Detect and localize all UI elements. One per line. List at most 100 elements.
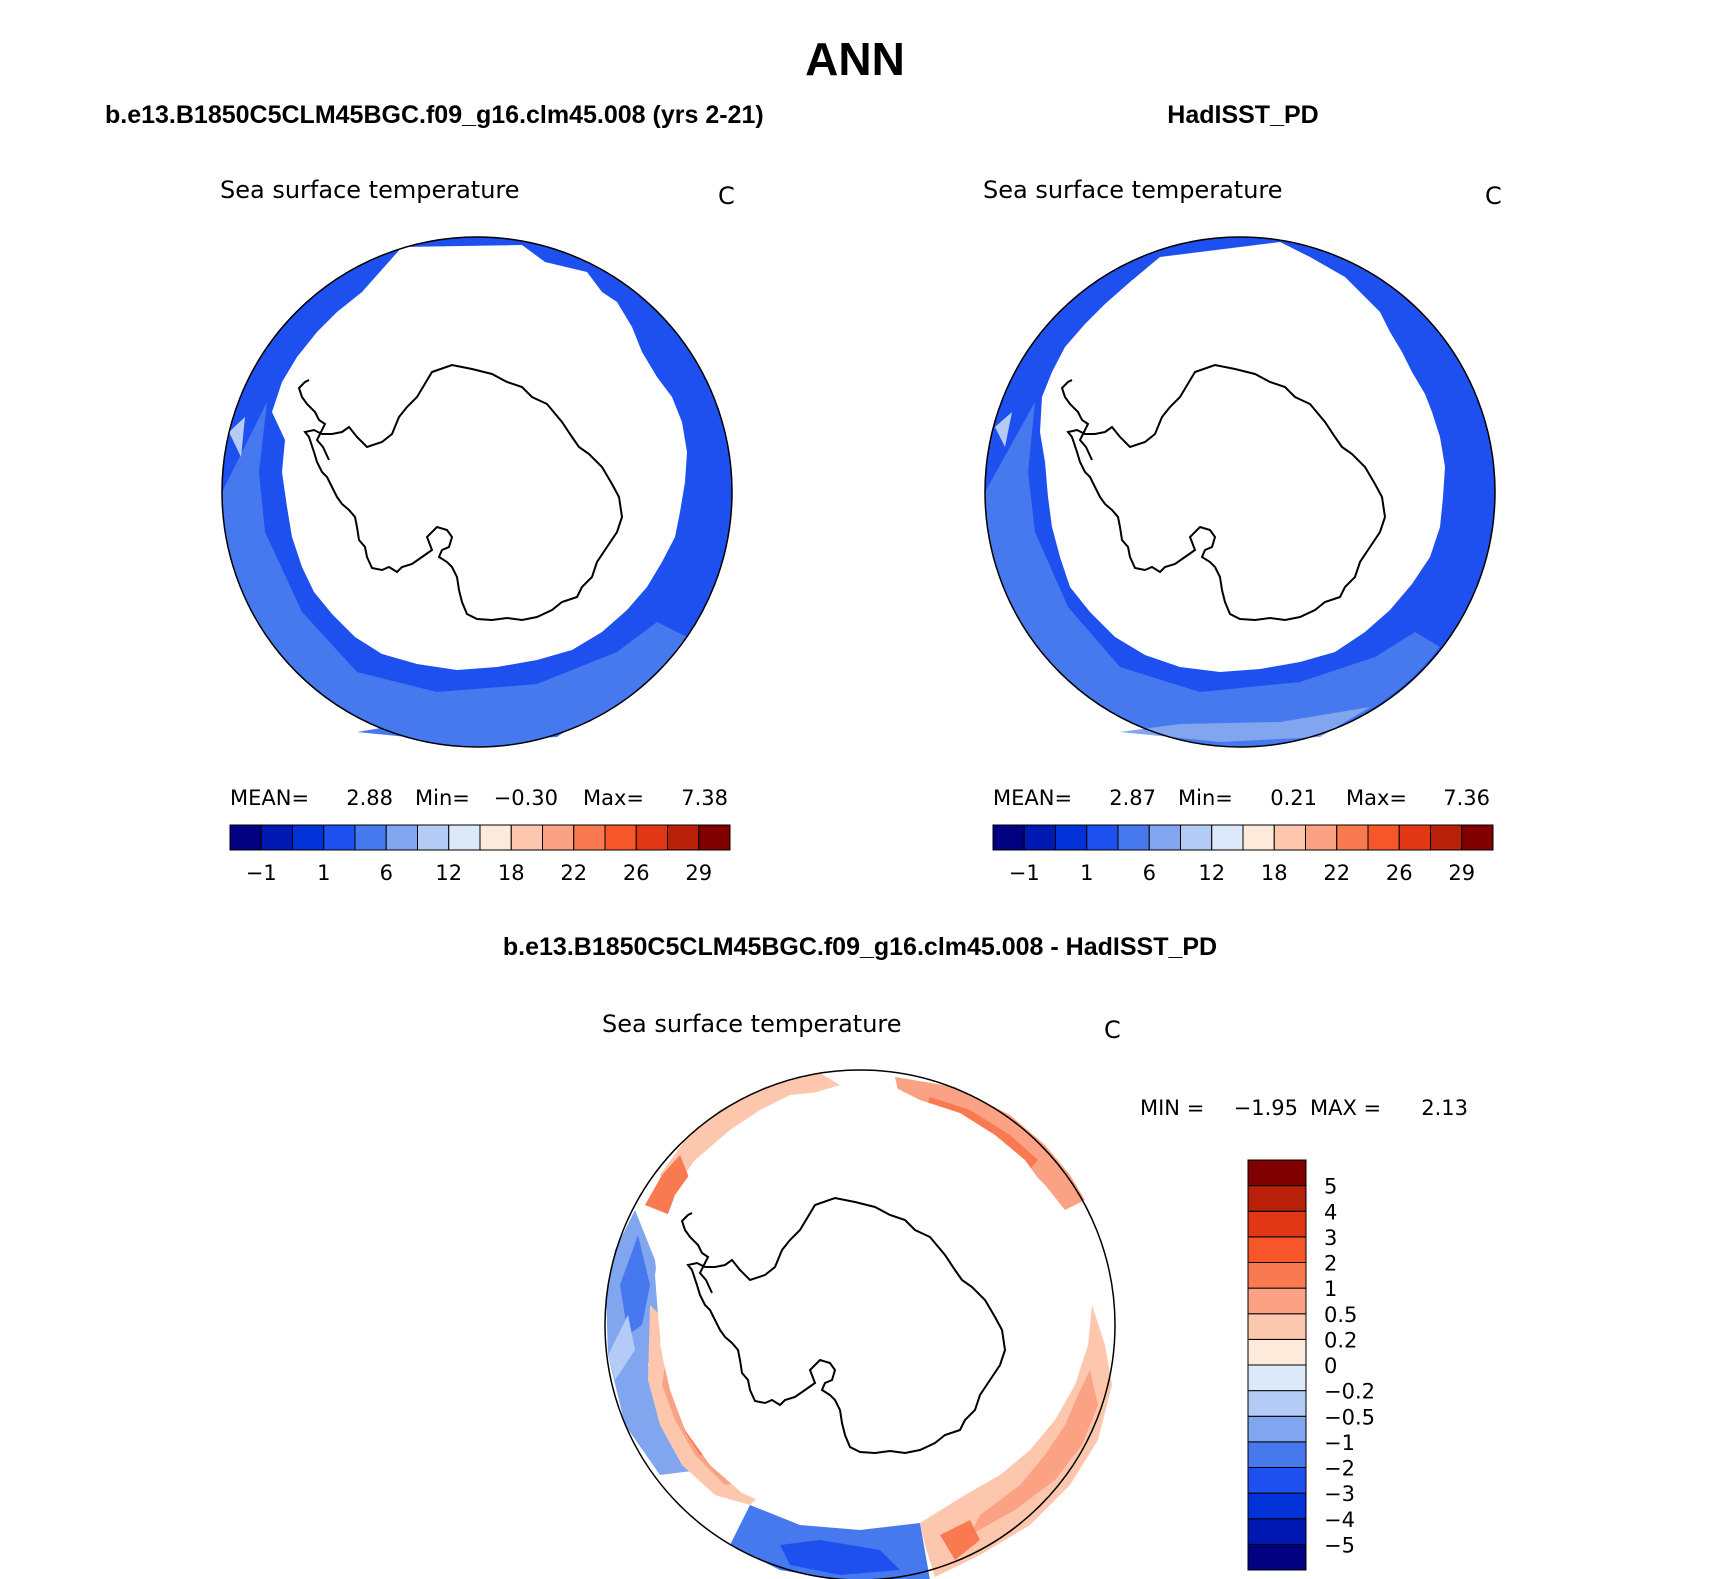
panel-model: b.e13.B1850C5CLM45BGC.f09_g16.clm45.008 … [105,101,764,885]
colorbar-box [542,824,575,851]
panel-obs-units: C [1485,182,1502,210]
svg-text:2.88: 2.88 [346,786,393,810]
panel-model-stats: MEAN= 2.88 Min= −0.30 Max= 7.38 [230,786,728,810]
colorbar-box [260,824,293,851]
colorbar-box [385,824,418,851]
colorbar-box [1247,1415,1307,1443]
colorbar-box [635,824,668,851]
colorbar-tick-label: −1 [1009,861,1040,885]
colorbar-tick-label: 29 [685,861,712,885]
svg-text:Min=: Min= [415,786,470,810]
colorbar-box [448,824,481,851]
panel-diff-map [604,1069,1116,1579]
svg-text:Max=: Max= [1346,786,1407,810]
svg-text:2.13: 2.13 [1421,1096,1468,1120]
colorbar-tick-label: −4 [1324,1508,1355,1532]
panel-obs: HadISST_PD Sea surface temperature C MEA… [983,101,1502,885]
svg-text:7.36: 7.36 [1443,786,1490,810]
colorbar-tick-label: 4 [1324,1200,1337,1224]
colorbar-box [1055,824,1088,851]
colorbar-tick-label: −0.5 [1324,1405,1375,1429]
colorbar-box [1367,824,1400,851]
svg-text:MIN =: MIN = [1140,1096,1204,1120]
panel-diff-variable: Sea surface temperature [602,1010,902,1038]
colorbar-box [1247,1210,1307,1238]
svg-text:MAX =: MAX = [1310,1096,1381,1120]
svg-text:−1.95: −1.95 [1234,1096,1298,1120]
colorbar-tick-label: 0.5 [1324,1303,1357,1327]
colorbar-tick-label: −1 [1324,1431,1355,1455]
colorbar-tick-label: −5 [1324,1533,1355,1557]
panel-diff-header: b.e13.B1850C5CLM45BGC.f09_g16.clm45.008 … [503,933,1217,961]
colorbar-tick-label: 5 [1324,1175,1337,1199]
colorbar-box [1461,824,1494,851]
colorbar-box [1247,1441,1307,1468]
colorbar-tick-label: −3 [1324,1482,1355,1506]
panel-model-header: b.e13.B1850C5CLM45BGC.f09_g16.clm45.008 … [105,101,764,129]
svg-text:Min=: Min= [1178,786,1233,810]
colorbar-box [510,824,543,851]
colorbar-box [992,824,1025,851]
colorbar-box [1086,824,1119,851]
colorbar-tick-label: 6 [1143,861,1156,885]
colorbar-box [1211,824,1244,851]
colorbar-tick-label: 12 [435,861,462,885]
colorbar-box [1336,824,1369,851]
panel-diff-colorbar [1247,1159,1307,1571]
colorbar-tick-label: 1 [1324,1277,1337,1301]
colorbar-tick-label: 0.2 [1324,1328,1357,1352]
colorbar-tick-label: 26 [623,861,650,885]
colorbar-tick-label: 1 [317,861,330,885]
colorbar-tick-label: 0 [1324,1354,1337,1378]
colorbar-box [1247,1313,1307,1340]
panel-model-colorbar [229,824,731,851]
figure-title: ANN [805,33,905,85]
colorbar-box [417,824,450,851]
svg-text:MEAN=: MEAN= [993,786,1072,810]
colorbar-box [1273,824,1306,851]
colorbar-box [573,824,606,851]
svg-text:7.38: 7.38 [681,786,728,810]
colorbar-tick-label: 12 [1198,861,1225,885]
colorbar-box [1247,1159,1307,1187]
panel-diff-units: C [1104,1016,1121,1044]
colorbar-box [1247,1185,1307,1212]
panel-obs-stats: MEAN= 2.87 Min= 0.21 Max= 7.36 [993,786,1490,810]
colorbar-tick-label: 26 [1386,861,1413,885]
colorbar-tick-label: 3 [1324,1226,1337,1250]
colorbar-box [479,824,512,851]
colorbar-box [1242,824,1275,851]
colorbar-box [1247,1338,1307,1366]
colorbar-box [1148,824,1181,851]
panel-model-map [221,236,733,748]
colorbar-tick-label: −1 [246,861,277,885]
colorbar-tick-label: 22 [1323,861,1350,885]
colorbar-box [1247,1287,1307,1315]
colorbar-box [698,824,731,851]
colorbar-tick-label: 22 [560,861,587,885]
colorbar-tick-label: 29 [1448,861,1475,885]
colorbar-box [1247,1262,1307,1289]
colorbar-tick-label: 18 [498,861,525,885]
colorbar-box [1247,1518,1307,1545]
svg-text:−0.30: −0.30 [494,786,558,810]
panel-obs-variable: Sea surface temperature [983,176,1283,204]
colorbar-box [1023,824,1056,851]
colorbar-box [1247,1236,1307,1263]
colorbar-box [1305,824,1338,851]
panel-obs-colorbar [992,824,1494,851]
colorbar-tick-label: −0.2 [1324,1380,1375,1404]
colorbar-box [1247,1543,1307,1571]
colorbar-box [604,824,637,851]
colorbar-box [1247,1492,1307,1520]
colorbar-box [1247,1390,1307,1417]
panel-obs-colorbar-ticks: −1 1 6 12 18 22 26 29 [1009,861,1475,885]
colorbar-tick-label: −2 [1324,1457,1355,1481]
colorbar-box [229,824,262,851]
colorbar-box [1117,824,1150,851]
colorbar-tick-label: 18 [1261,861,1288,885]
panel-obs-header: HadISST_PD [1167,101,1318,129]
panel-model-colorbar-ticks: −1 1 6 12 18 22 26 29 [246,861,712,885]
